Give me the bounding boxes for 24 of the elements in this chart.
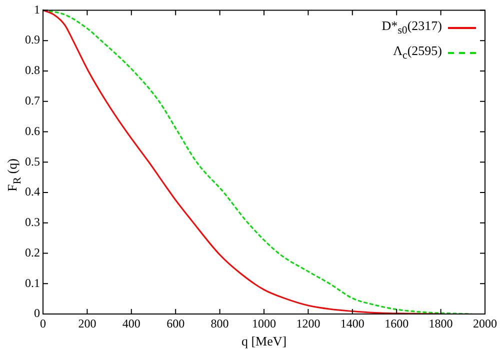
y-tick-label: 0.7 bbox=[25, 93, 40, 108]
legend-label: Λ$_{c}$(2595) bbox=[393, 42, 442, 64]
y-tick-label: 0.6 bbox=[25, 124, 40, 138]
y-tick-label: 0.2 bbox=[25, 245, 40, 260]
x-tick-label: 2000 bbox=[473, 316, 497, 330]
y-tick-label: 0.1 bbox=[25, 276, 40, 290]
y-tick-label: 0.5 bbox=[25, 154, 40, 168]
y-tick-label: 1 bbox=[34, 2, 40, 16]
x-tick-label: 600 bbox=[166, 316, 185, 330]
legend-label: D*$_{s0}$(2317) bbox=[382, 17, 442, 39]
y-tick-label: 0.3 bbox=[25, 215, 40, 230]
x-axis-title: q [MeV] bbox=[241, 334, 287, 349]
x-tick-label: 1600 bbox=[384, 316, 409, 330]
x-tick-label: 1000 bbox=[252, 316, 276, 330]
x-tick-label: 1200 bbox=[296, 316, 320, 330]
y-tick-label: 0.9 bbox=[25, 32, 40, 47]
y-tick-label: 0 bbox=[34, 306, 40, 320]
x-tick-label: 800 bbox=[210, 316, 229, 330]
x-tick-label: 1400 bbox=[340, 316, 364, 330]
x-tick-label: 400 bbox=[122, 316, 140, 330]
y-tick-label: 0.4 bbox=[25, 184, 40, 199]
x-tick-label: 1800 bbox=[428, 316, 453, 330]
y-tick-label: 0.8 bbox=[25, 63, 40, 78]
x-tick-label: 200 bbox=[78, 316, 96, 330]
